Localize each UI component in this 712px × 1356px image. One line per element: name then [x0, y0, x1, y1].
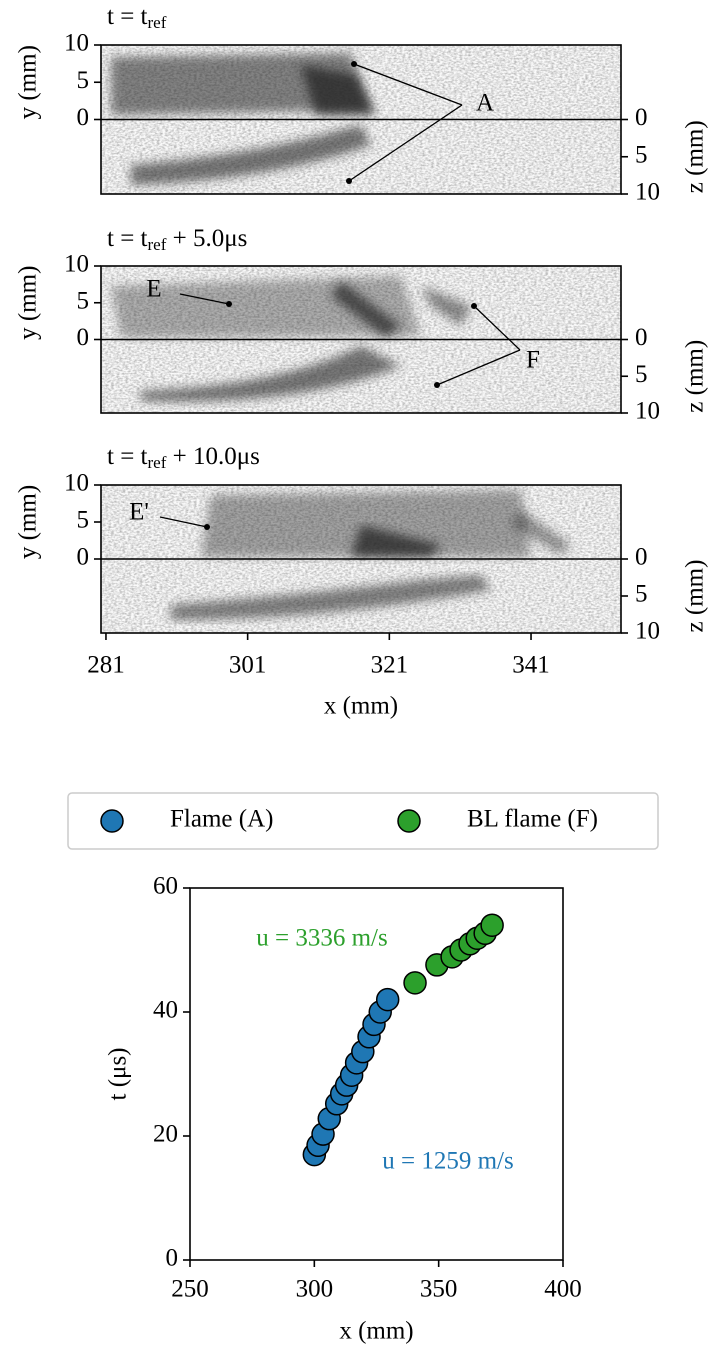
annotation-dot: [346, 178, 352, 184]
y2-tick-label: 0: [635, 544, 648, 571]
title-part: ref: [148, 453, 167, 472]
y2-tick-label: 10: [635, 179, 660, 206]
title-part: t = t: [107, 3, 148, 30]
image-feature: [331, 281, 401, 338]
x-tick-label: 300: [296, 1276, 334, 1303]
image-feature: [351, 525, 441, 557]
legend-marker: [100, 809, 124, 833]
image-feature: [421, 286, 471, 326]
annotation-leader: [159, 516, 208, 528]
y-tick-label: 10: [64, 30, 89, 57]
y-tick-label: 0: [166, 1245, 179, 1272]
annotation-leader: [473, 305, 521, 351]
image-feature: [301, 65, 376, 115]
y-axis-label: y (mm): [15, 485, 42, 559]
y-tick-label: 0: [77, 544, 90, 571]
title-part: + 5.0μs: [166, 225, 247, 252]
annotation-dot: [351, 61, 357, 67]
y-tick-label: 0: [77, 104, 90, 131]
annotation-dot: [226, 301, 232, 307]
y2-axis-label: z (mm): [682, 340, 709, 413]
y2-axis-label: z (mm): [682, 120, 709, 193]
annotation-dot: [204, 524, 210, 530]
panel-title: t = tref + 10.0μs: [107, 443, 260, 472]
y-tick-label: 5: [77, 287, 90, 314]
axes-frame: [189, 887, 564, 1261]
image-feature: [171, 575, 491, 620]
annotation-dot: [434, 382, 440, 388]
image-feature: [511, 510, 571, 555]
panel-title: t = tref + 5.0μs: [107, 225, 247, 254]
y2-axis-label: z (mm): [682, 560, 709, 633]
title-part: ref: [148, 13, 167, 32]
legend-marker: [397, 809, 421, 833]
title-part: t = t: [107, 443, 148, 470]
annotation-label: E': [129, 499, 149, 526]
scatter-point: [403, 971, 427, 995]
y-tick-label: 40: [153, 997, 178, 1024]
panel-title: t = tref: [107, 3, 167, 32]
scatter-point: [480, 913, 504, 937]
y2-tick-label: 5: [635, 141, 648, 168]
x-tick-label: 281: [87, 652, 125, 679]
y-tick-label: 5: [77, 507, 90, 534]
x-axis-label: x (mm): [339, 1318, 413, 1345]
annotation-leader: [179, 293, 230, 305]
annotation-leader: [348, 104, 463, 182]
legend-label: BL flame (F): [467, 806, 598, 833]
y-tick-label: 10: [64, 470, 89, 497]
y2-tick-label: 5: [635, 361, 648, 388]
y-axis-label: t (μs): [105, 1048, 132, 1101]
image-feature: [141, 346, 401, 402]
image-feature: [131, 125, 371, 185]
y-axis-label: y (mm): [15, 45, 42, 119]
legend-box: [67, 792, 659, 850]
x-tick-label: 250: [171, 1276, 209, 1303]
x-tick-label: 341: [512, 652, 550, 679]
title-part: t = t: [107, 225, 148, 252]
annotation-leader: [436, 349, 521, 386]
y-tick-label: 20: [153, 1121, 178, 1148]
y-tick-label: 5: [77, 67, 90, 94]
scatter-point: [375, 987, 400, 1012]
x-tick-label: 350: [420, 1276, 458, 1303]
y2-tick-label: 10: [635, 398, 660, 425]
y2-tick-label: 5: [635, 581, 648, 608]
y-tick-label: 0: [77, 324, 90, 351]
y2-tick-label: 10: [635, 618, 660, 645]
annotation-label: A: [476, 90, 494, 117]
y-axis-label: y (mm): [15, 266, 42, 340]
legend-label: Flame (A): [170, 806, 273, 833]
y2-tick-label: 0: [635, 104, 648, 131]
title-part: ref: [148, 235, 167, 254]
annotation-dot: [471, 303, 477, 309]
y-tick-label: 60: [153, 873, 178, 900]
x-axis-label: x (mm): [324, 693, 398, 720]
x-tick-label: 301: [229, 652, 267, 679]
rate-annotation: u = 1259 m/s: [382, 1148, 513, 1175]
title-part: + 10.0μs: [166, 443, 259, 470]
y-tick-label: 10: [64, 251, 89, 278]
annotation-leader: [353, 63, 463, 106]
image-feature: [201, 490, 531, 557]
x-tick-label: 400: [544, 1276, 582, 1303]
annotation-label: F: [526, 347, 540, 374]
annotation-label: E: [146, 276, 161, 303]
y2-tick-label: 0: [635, 324, 648, 351]
x-tick-label: 321: [371, 652, 409, 679]
rate-annotation: u = 3336 m/s: [256, 925, 387, 952]
